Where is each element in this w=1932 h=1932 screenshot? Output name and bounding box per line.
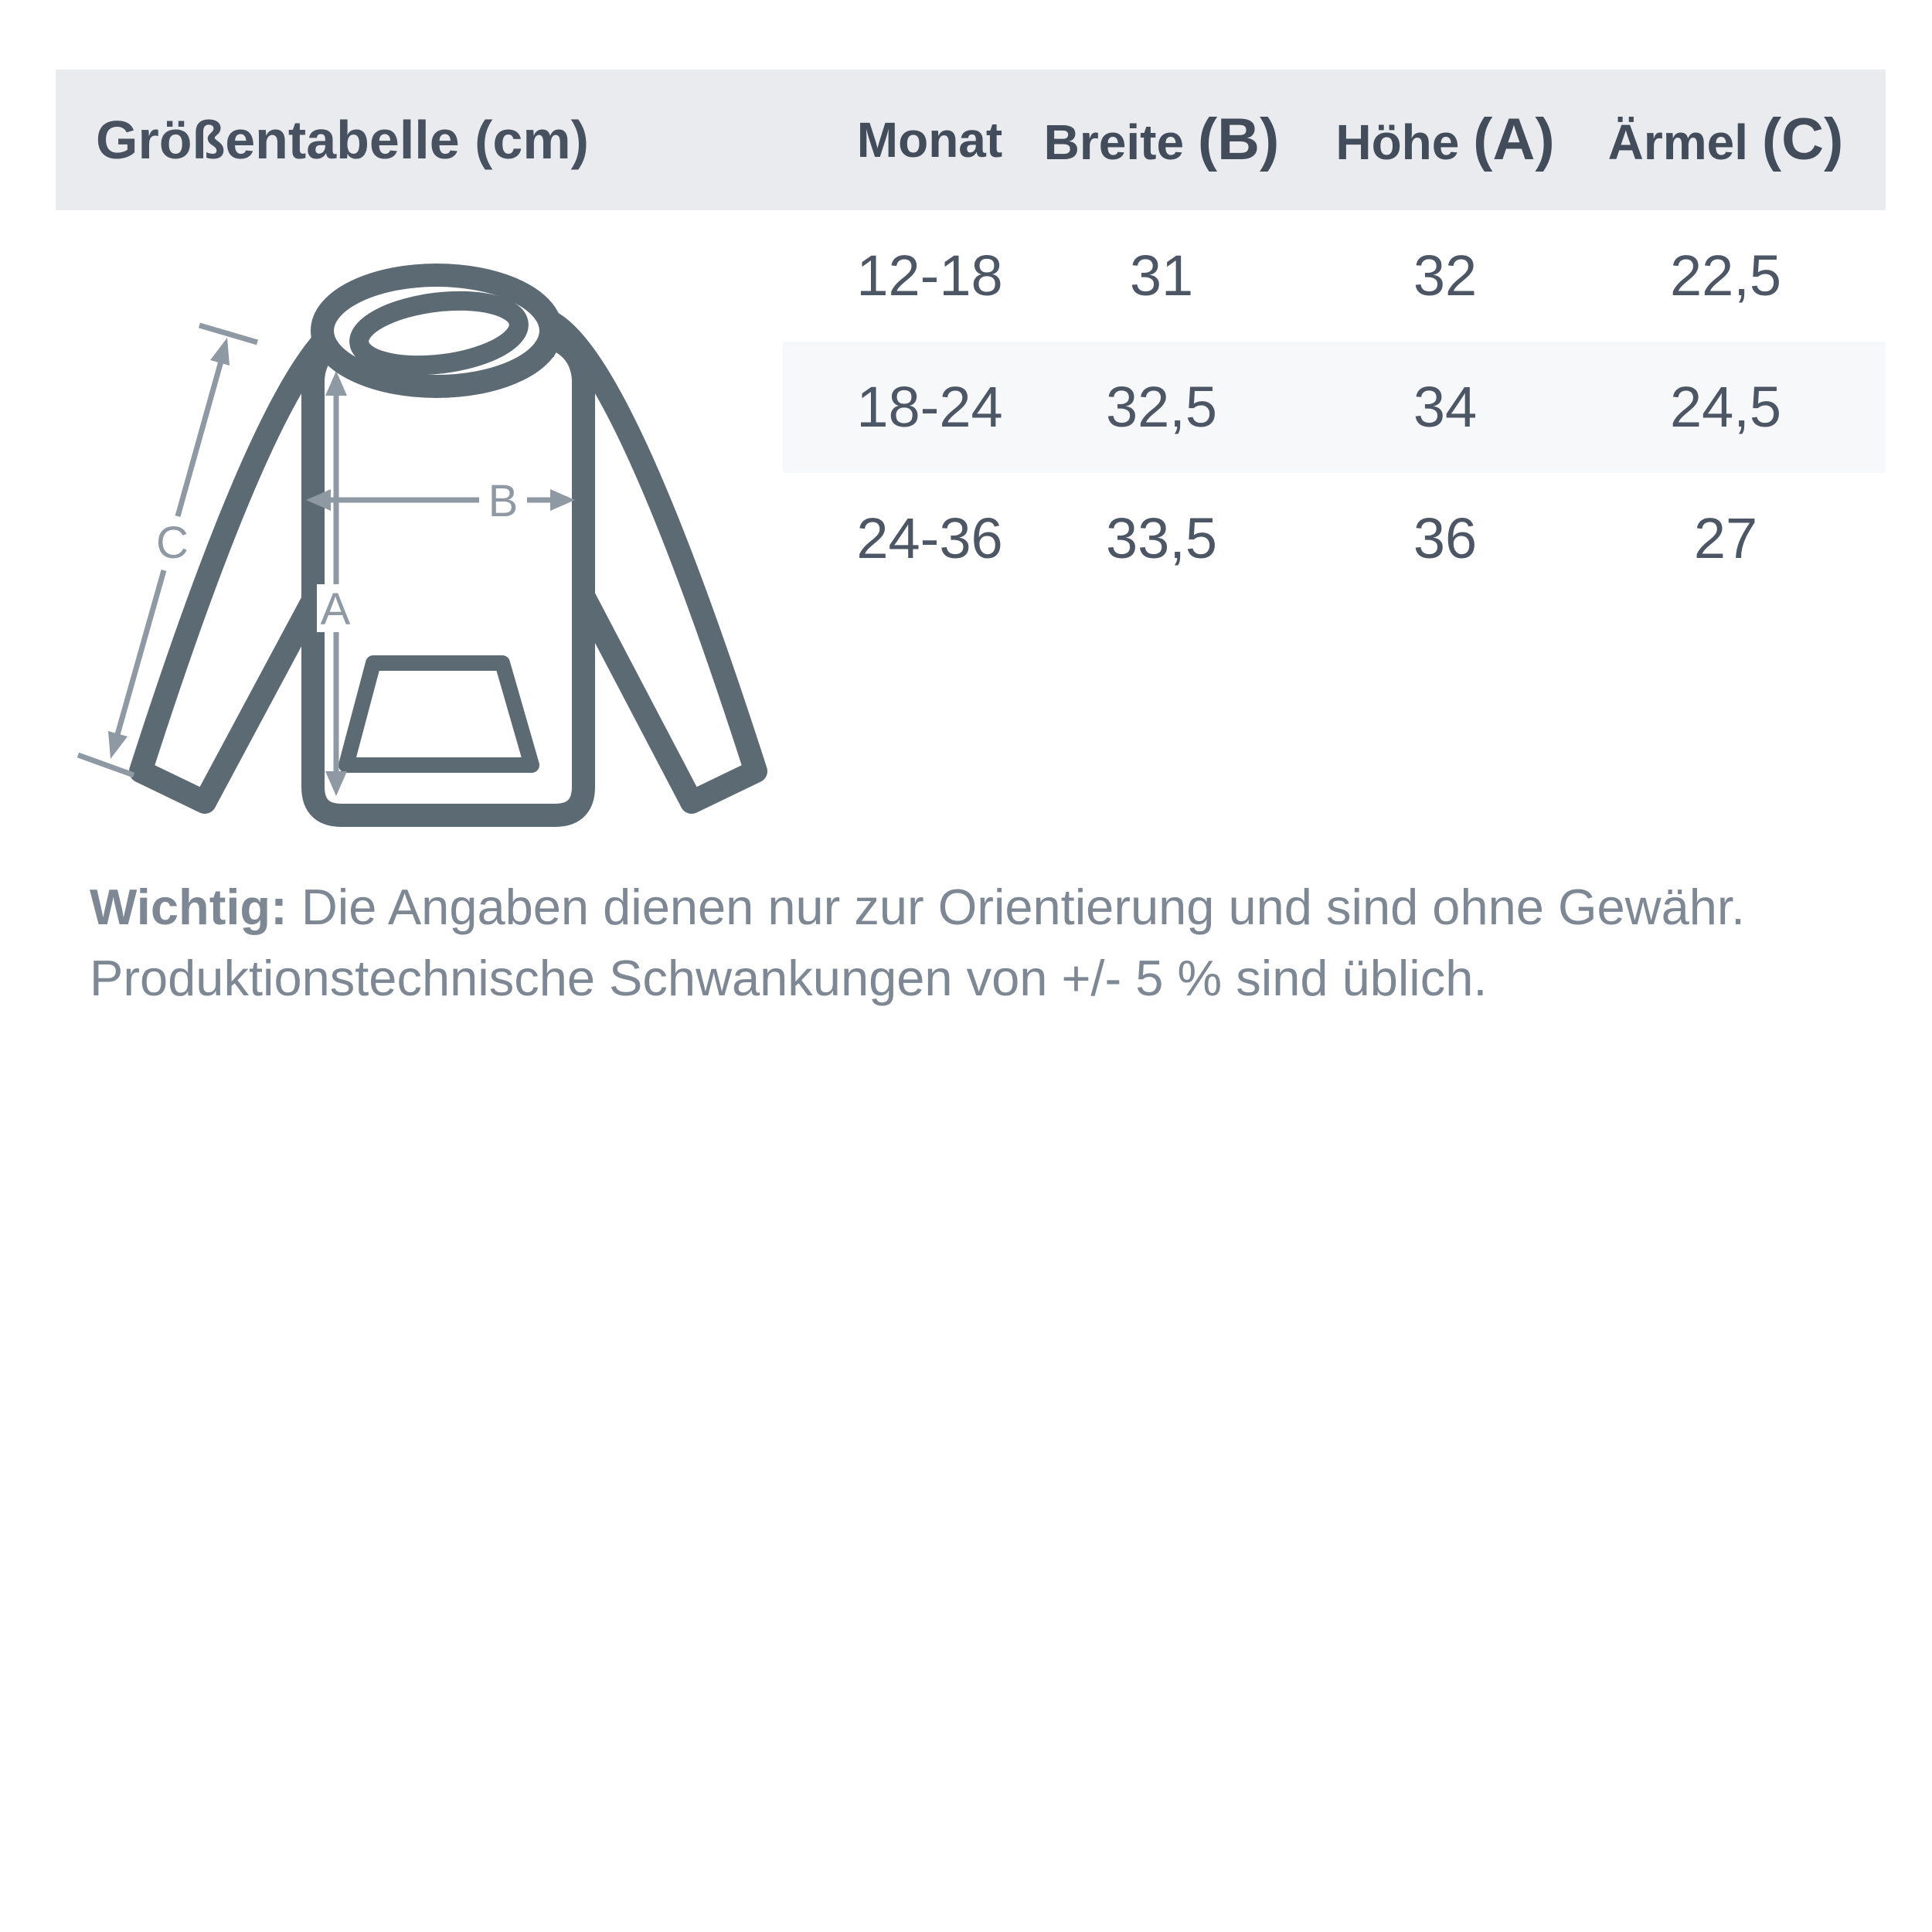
measurement-label-c: C [156,518,189,568]
arrow-up-icon [325,371,347,396]
disclaimer-text: Die Angaben dienen nur zur Orientierung … [301,879,1746,935]
table-row: 24-36 33,5 36 27 [783,473,1886,604]
disclaimer-line-1: Wichtig: Die Angaben dienen nur zur Orie… [90,872,1883,943]
measurement-arrow-c: C [77,322,258,778]
cell-breite: 32,5 [1105,375,1218,439]
page-title: Größentabelle (cm) [96,110,589,170]
cell-aermel: 22,5 [1669,243,1782,308]
table-row: 12-18 31 32 22,5 [783,210,1886,342]
cell-breite: 31 [1129,243,1194,308]
cell-aermel: 24,5 [1669,375,1782,439]
cell-monat: 24-36 [856,506,1003,570]
column-header-label: Höhe [1335,114,1460,170]
tick-top [199,322,258,345]
arrow-right-icon [550,489,575,511]
arrow-down-icon [325,771,347,796]
column-header-breite: Breite (B) [1044,70,1280,210]
column-header-label: Ärmel [1607,114,1749,170]
cell-monat: 18-24 [856,375,1003,439]
disclaimer-note: Wichtig: Die Angaben dienen nur zur Orie… [90,872,1883,1014]
measurement-arrow-a: A [317,371,354,796]
cell-aermel: 27 [1693,506,1758,570]
disclaimer-line-2: Produktionstechnische Schwankungen von +… [90,950,1488,1006]
column-header-key: (B) [1197,107,1280,172]
hoodie-measurement-diagram: A B C [77,264,767,827]
tick-bottom [77,752,135,778]
cell-hoehe: 34 [1413,375,1478,439]
column-header-key: (A) [1473,107,1555,172]
measurement-label-a: A [321,584,351,634]
arrow-left-icon [306,489,331,511]
cell-monat: 12-18 [856,243,1003,308]
cell-hoehe: 32 [1413,243,1478,308]
arrow-up-right-icon [210,338,230,366]
column-header-monat: Monat [857,70,1002,210]
column-header-label: Breite [1043,114,1185,170]
column-header-hoehe: Höhe (A) [1335,70,1554,210]
cell-breite: 33,5 [1105,506,1218,570]
disclaimer-lead: Wichtig: [90,879,287,935]
table-row: 18-24 32,5 34 24,5 [783,342,1886,473]
column-header-key: (C) [1761,107,1844,172]
hoodie-pocket [338,655,539,773]
column-header-aermel: Ärmel (C) [1608,70,1844,210]
column-header-label: Monat [856,112,1003,168]
measurement-label-b: B [488,476,519,526]
measurement-arrow-b: B [306,476,575,526]
cell-hoehe: 36 [1413,506,1478,570]
size-table-header-band: Größentabelle (cm) Monat Breite (B) Höhe… [56,70,1886,210]
hoodie-hood-inner [349,291,529,376]
arrow-down-left-icon [108,731,128,759]
